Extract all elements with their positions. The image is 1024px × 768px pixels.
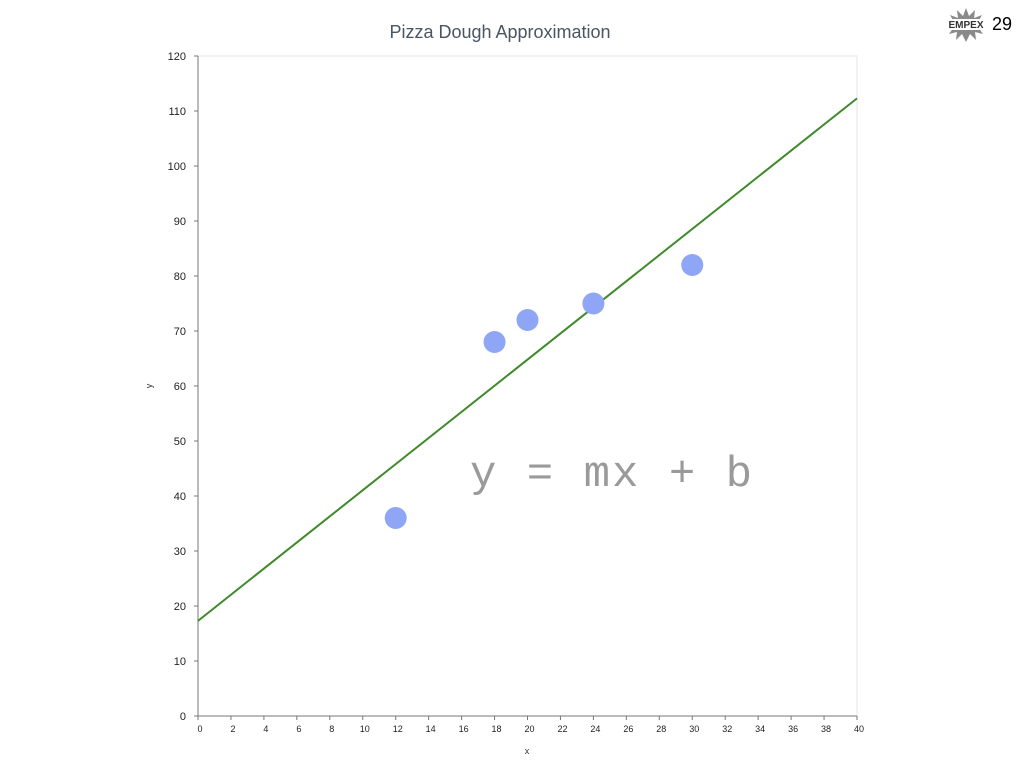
- y-tick-label: 90: [174, 216, 186, 228]
- y-tick-label: 80: [174, 271, 186, 283]
- empex-logo-icon: EMPEX: [945, 8, 987, 42]
- x-tick-label: 34: [755, 724, 765, 734]
- x-tick-label: 20: [524, 724, 534, 734]
- y-tick-label: 10: [174, 656, 186, 668]
- y-axis-label: y: [144, 383, 154, 388]
- logo-text: EMPEX: [948, 20, 983, 31]
- x-tick-label: 6: [296, 724, 301, 734]
- x-tick-label: 26: [623, 724, 633, 734]
- x-tick-label: 38: [821, 724, 831, 734]
- chart-title: Pizza Dough Approximation: [389, 22, 611, 42]
- y-tick-label: 110: [168, 106, 186, 118]
- x-tick-label: 36: [788, 724, 798, 734]
- x-tick-label: 40: [854, 724, 864, 734]
- trend-line-layer: [197, 97, 858, 622]
- x-tick-label: 0: [197, 724, 202, 734]
- x-tick-label: 32: [722, 724, 732, 734]
- data-point: [582, 292, 605, 315]
- y-tick-label: 50: [174, 436, 186, 448]
- y-tick-label: 0: [180, 711, 186, 723]
- data-points-layer: [384, 254, 704, 529]
- x-tick-label: 12: [393, 724, 403, 734]
- y-tick-label: 40: [174, 491, 186, 503]
- data-point: [681, 254, 704, 276]
- x-tick-label: 24: [590, 724, 600, 734]
- data-point: [384, 507, 407, 529]
- x-tick-label: 18: [492, 724, 502, 734]
- y-tick-label: 70: [174, 326, 186, 338]
- x-tick-label: 14: [426, 724, 436, 734]
- trend-line: [197, 97, 858, 622]
- y-tick-label: 100: [168, 161, 186, 173]
- data-point: [516, 309, 539, 331]
- x-tick-label: 16: [459, 724, 469, 734]
- slide-number: 29: [992, 14, 1013, 34]
- y-tick-label: 30: [174, 546, 186, 558]
- formula-overlay: y = mx + b: [470, 450, 755, 500]
- x-axis-label: x: [525, 746, 530, 756]
- y-tick-label: 20: [174, 601, 186, 613]
- x-tick-label: 22: [557, 724, 567, 734]
- x-tick-label: 28: [656, 724, 666, 734]
- x-tick-label: 8: [329, 724, 334, 734]
- plot-frame: [197, 55, 858, 717]
- data-point: [483, 331, 506, 353]
- x-tick-label: 10: [360, 724, 370, 734]
- x-tick-label: 4: [263, 724, 268, 734]
- x-tick-label: 30: [689, 724, 699, 734]
- y-tick-label: 60: [174, 381, 186, 393]
- y-tick-label: 120: [168, 51, 186, 63]
- x-tick-label: 2: [230, 724, 235, 734]
